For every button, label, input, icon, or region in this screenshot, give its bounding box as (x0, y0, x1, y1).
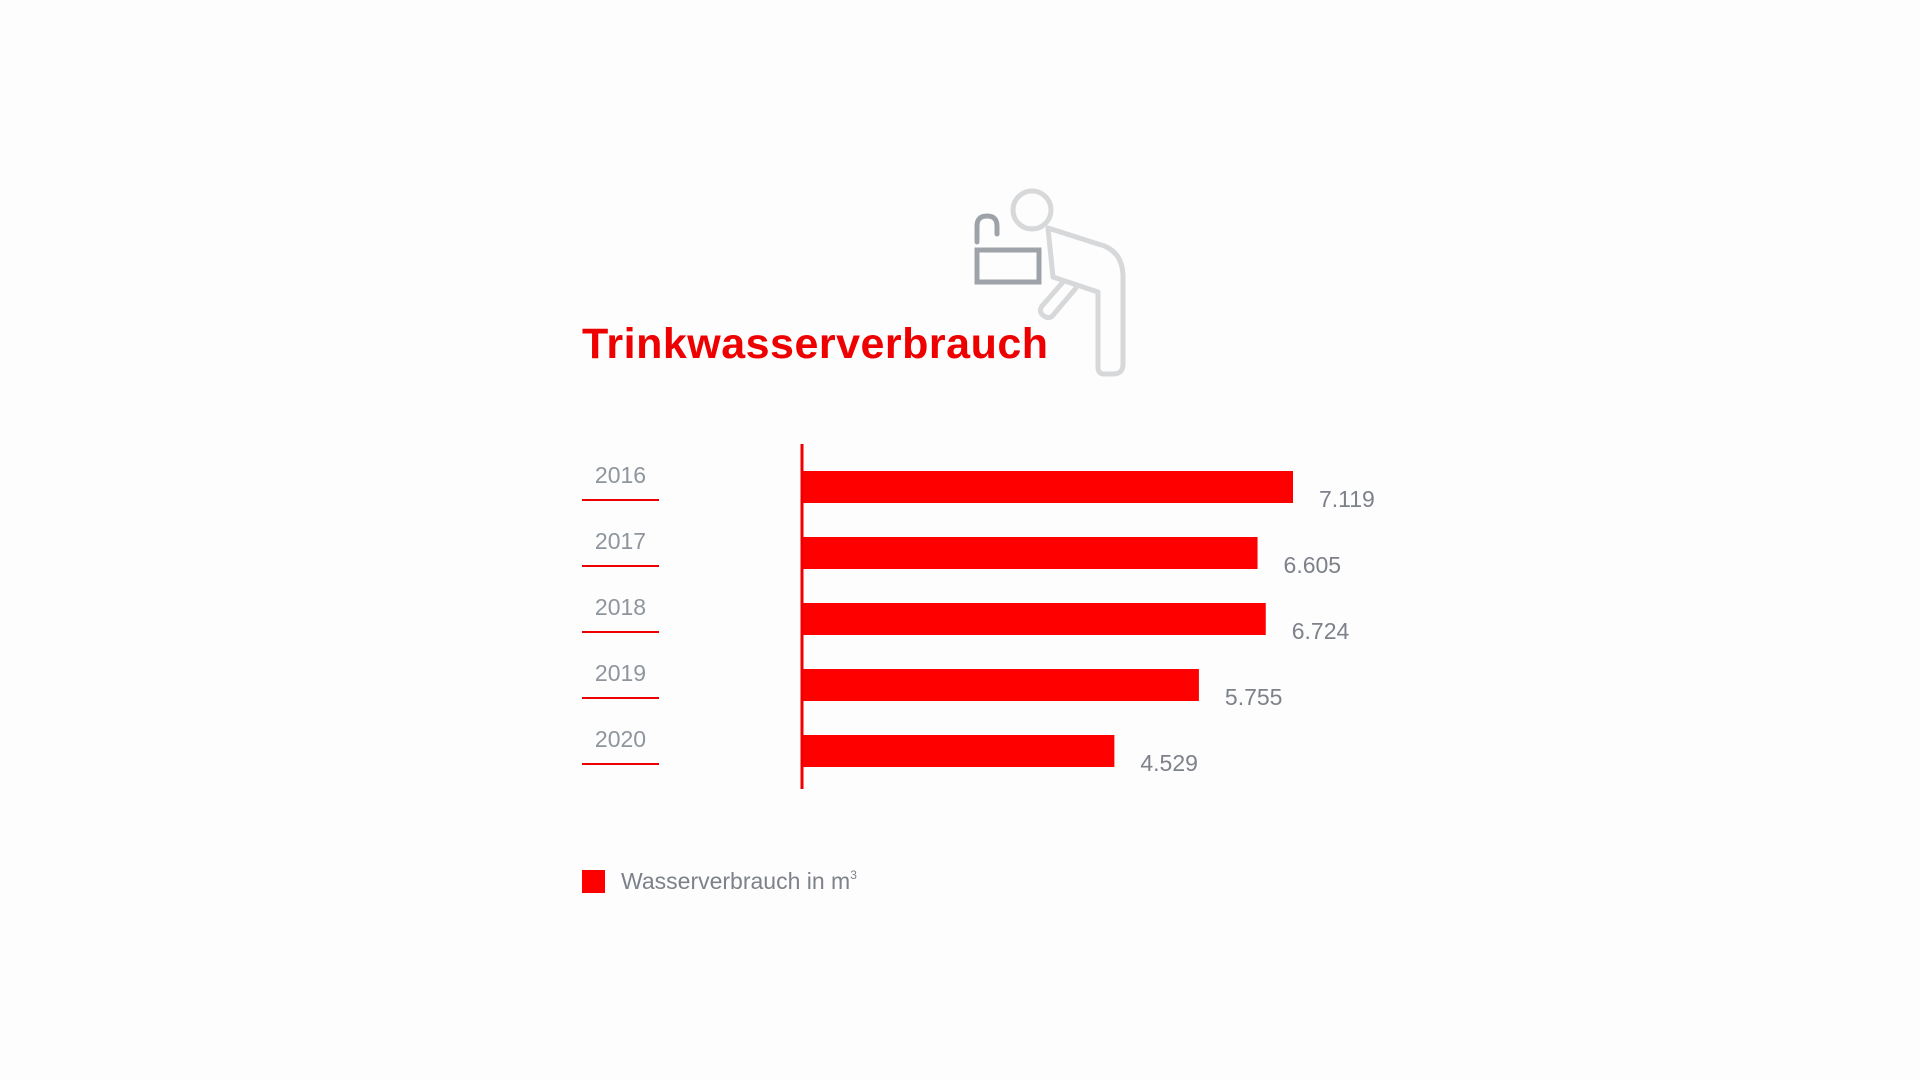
legend: Wasserverbrauch in m3 (582, 868, 857, 895)
legend-label-text: Wasserverbrauch in m (621, 868, 851, 894)
icon-body (1045, 225, 1126, 377)
value-label-2018: 6.724 (1292, 618, 1350, 644)
icon-arm (1037, 279, 1079, 321)
bar-2019 (802, 669, 1199, 701)
value-label-2019: 5.755 (1225, 684, 1283, 710)
value-label-2017: 6.605 (1284, 552, 1342, 578)
legend-label: Wasserverbrauch in m3 (621, 868, 857, 895)
bar-2016 (802, 471, 1293, 503)
person-at-washbasin-icon (974, 188, 1126, 377)
year-label-2017: 2017 (595, 528, 646, 554)
legend-label-superscript: 3 (850, 868, 857, 882)
icon-basin (974, 247, 1042, 285)
year-label-2019: 2019 (595, 660, 646, 686)
bar-2018 (802, 603, 1266, 635)
year-label-2016: 2016 (595, 462, 646, 488)
year-label-2020: 2020 (595, 726, 646, 752)
value-label-2016: 7.119 (1319, 486, 1375, 512)
chart-title: Trinkwasserverbrauch (582, 320, 1049, 368)
legend-swatch (582, 870, 605, 893)
bar-2020 (802, 735, 1115, 767)
icon-head (1010, 188, 1054, 232)
value-label-2020: 4.529 (1140, 750, 1198, 776)
year-label-2018: 2018 (595, 594, 646, 620)
bar-2017 (802, 537, 1258, 569)
icon-faucet (974, 213, 1000, 245)
